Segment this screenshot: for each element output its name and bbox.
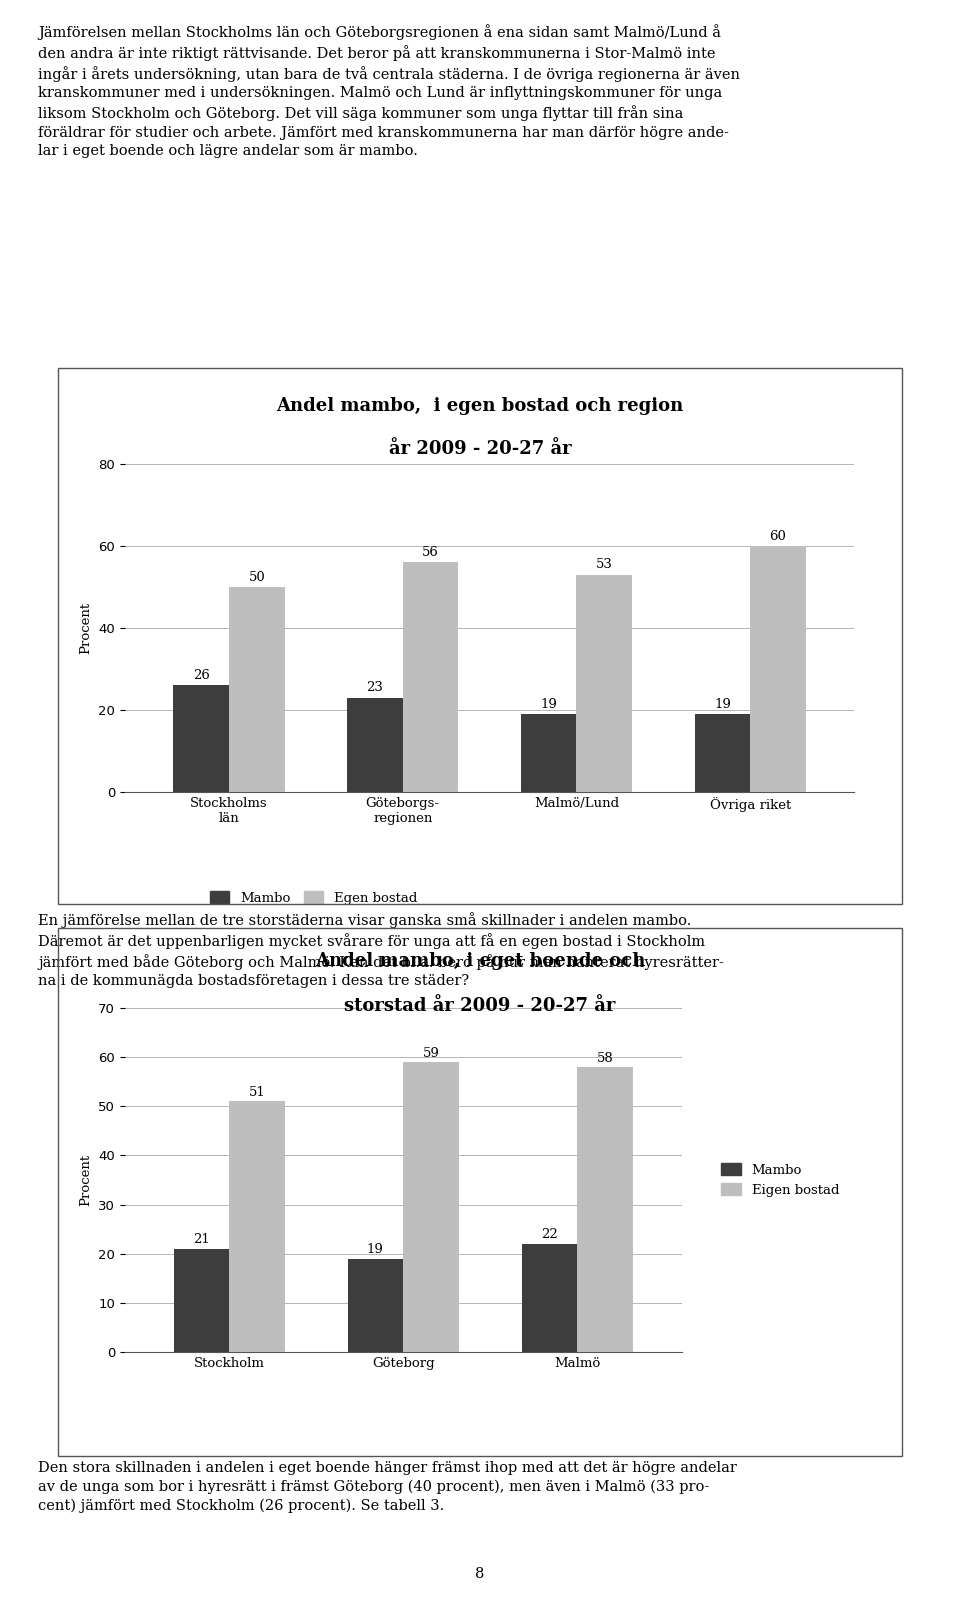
Y-axis label: Procent: Procent — [80, 1154, 93, 1206]
Bar — [521, 1243, 577, 1352]
Text: Jämförelsen mellan Stockholms län och Göteborgsregionen å ena sidan samt Malmö/L: Jämförelsen mellan Stockholms län och Gö… — [38, 24, 740, 158]
Text: 60: 60 — [770, 530, 786, 542]
Bar — [348, 1259, 403, 1352]
Bar — [229, 587, 284, 792]
Text: 21: 21 — [193, 1234, 209, 1246]
Text: Andel mambo, i eget boende och: Andel mambo, i eget boende och — [315, 952, 645, 970]
Text: 19: 19 — [714, 698, 731, 710]
Text: 50: 50 — [249, 571, 265, 584]
Bar — [521, 714, 576, 792]
Text: år 2009 - 20-27 år: år 2009 - 20-27 år — [389, 440, 571, 458]
Text: Den stora skillnaden i andelen i eget boende hänger främst ihop med att det är h: Den stora skillnaden i andelen i eget bo… — [38, 1461, 737, 1512]
Text: 19: 19 — [540, 698, 557, 710]
Legend: Mambo, Egen bostad: Mambo, Egen bostad — [204, 886, 422, 910]
Text: Andel mambo,  i egen bostad och region: Andel mambo, i egen bostad och region — [276, 397, 684, 414]
Text: 58: 58 — [597, 1051, 613, 1064]
Text: 19: 19 — [367, 1243, 384, 1256]
Text: storstad år 2009 - 20-27 år: storstad år 2009 - 20-27 år — [345, 997, 615, 1014]
Bar — [577, 1067, 633, 1352]
Text: 26: 26 — [193, 669, 209, 682]
Text: 51: 51 — [249, 1086, 265, 1099]
Text: En jämförelse mellan de tre storstäderna visar ganska små skillnader i andelen m: En jämförelse mellan de tre storstäderna… — [38, 912, 724, 989]
Y-axis label: Procent: Procent — [80, 602, 93, 654]
Bar — [403, 1062, 459, 1352]
Bar — [403, 563, 458, 792]
Bar — [229, 1101, 285, 1352]
Text: 22: 22 — [541, 1229, 558, 1242]
Text: 56: 56 — [422, 546, 439, 558]
Text: 53: 53 — [596, 558, 612, 571]
Bar — [348, 698, 403, 792]
Legend: Mambo, Eigen bostad: Mambo, Eigen bostad — [716, 1158, 845, 1202]
Bar — [750, 546, 805, 792]
Bar — [174, 685, 229, 792]
Text: 8: 8 — [475, 1566, 485, 1581]
Text: 23: 23 — [367, 682, 383, 694]
Bar — [576, 574, 632, 792]
Bar — [695, 714, 750, 792]
Bar — [174, 1248, 229, 1352]
Text: 59: 59 — [422, 1046, 440, 1059]
